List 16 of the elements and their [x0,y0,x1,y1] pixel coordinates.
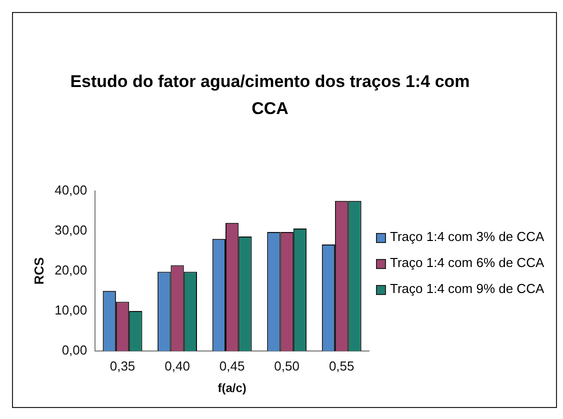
x-tick-label: 0,55 [328,358,354,374]
x-tick-label: 0,40 [164,358,190,374]
y-tick-label: 0,00 [62,342,88,358]
legend-label: Traço 1:4 com 3% de CCA [390,228,544,246]
y-tick-label: 30,00 [54,222,88,238]
legend-label: Traço 1:4 com 6% de CCA [390,254,544,272]
x-tick-label: 0,45 [219,358,245,374]
y-tick-label: 10,00 [54,302,88,318]
chart-title: Estudo do fator agua/cimento dos traços 1:4 com CCA [70,71,470,120]
y-axis-title: RCS [31,256,46,285]
x-tick-label: 0,35 [110,358,136,374]
y-tick-label: 20,00 [54,262,88,278]
y-tick-label: 40,00 [54,182,88,198]
x-axis-title: f(a/c) [218,381,246,396]
x-tick-label: 0,50 [274,358,300,374]
legend-label: Traço 1:4 com 9% de CCA [390,280,544,298]
